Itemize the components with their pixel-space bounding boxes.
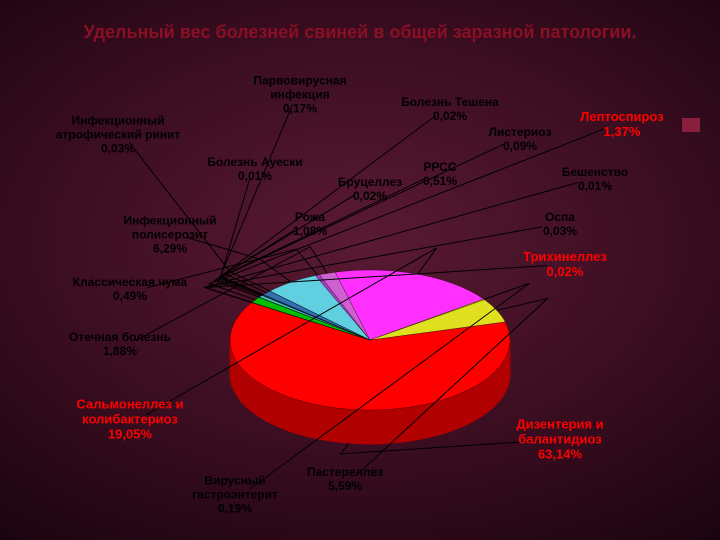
slice-label: Инфекционный атрофический ринит 0,03% xyxy=(56,114,181,155)
slide-stage: Удельный вес болезней свиней в общей зар… xyxy=(0,0,720,540)
slice-label: Дизентерия и балантидиоз 63,14% xyxy=(516,418,603,463)
pie-top xyxy=(230,270,510,410)
pie-chart-3d xyxy=(0,0,720,540)
slice-label: Болезнь Тешена 0,02% xyxy=(401,96,499,124)
slice-label: Отечная болезнь 1,88% xyxy=(69,331,171,359)
slice-label: РРСС 0,51% xyxy=(423,161,457,189)
slice-label: Сальмонеллез и колибактериоз 19,05% xyxy=(76,398,183,443)
slice-label: Бешенство 0,01% xyxy=(562,166,628,194)
slice-label: Болезнь Ауески 0,01% xyxy=(207,156,302,184)
slice-label: Листериоз 0,09% xyxy=(489,126,552,154)
slice-label: Оспа 0,03% xyxy=(543,211,577,239)
slice-label: Вирусный гастроэнтерит 0,19% xyxy=(192,474,278,515)
slice-label: Лептоспироз 1,37% xyxy=(580,110,663,140)
slice-label: Пастереллез 5,59% xyxy=(307,466,383,494)
slice-label: Трихинеллез 0,02% xyxy=(523,250,607,280)
slice-label: Парвовирусная инфекция 0,17% xyxy=(253,74,346,115)
slice-label: Бруцеллез 0,02% xyxy=(338,176,402,204)
slice-label: Классическая чума 0,49% xyxy=(73,276,187,304)
slice-label: Инфекционный полисерозит 6,29% xyxy=(123,214,216,255)
slice-label: Рожа 1,08% xyxy=(293,211,327,239)
